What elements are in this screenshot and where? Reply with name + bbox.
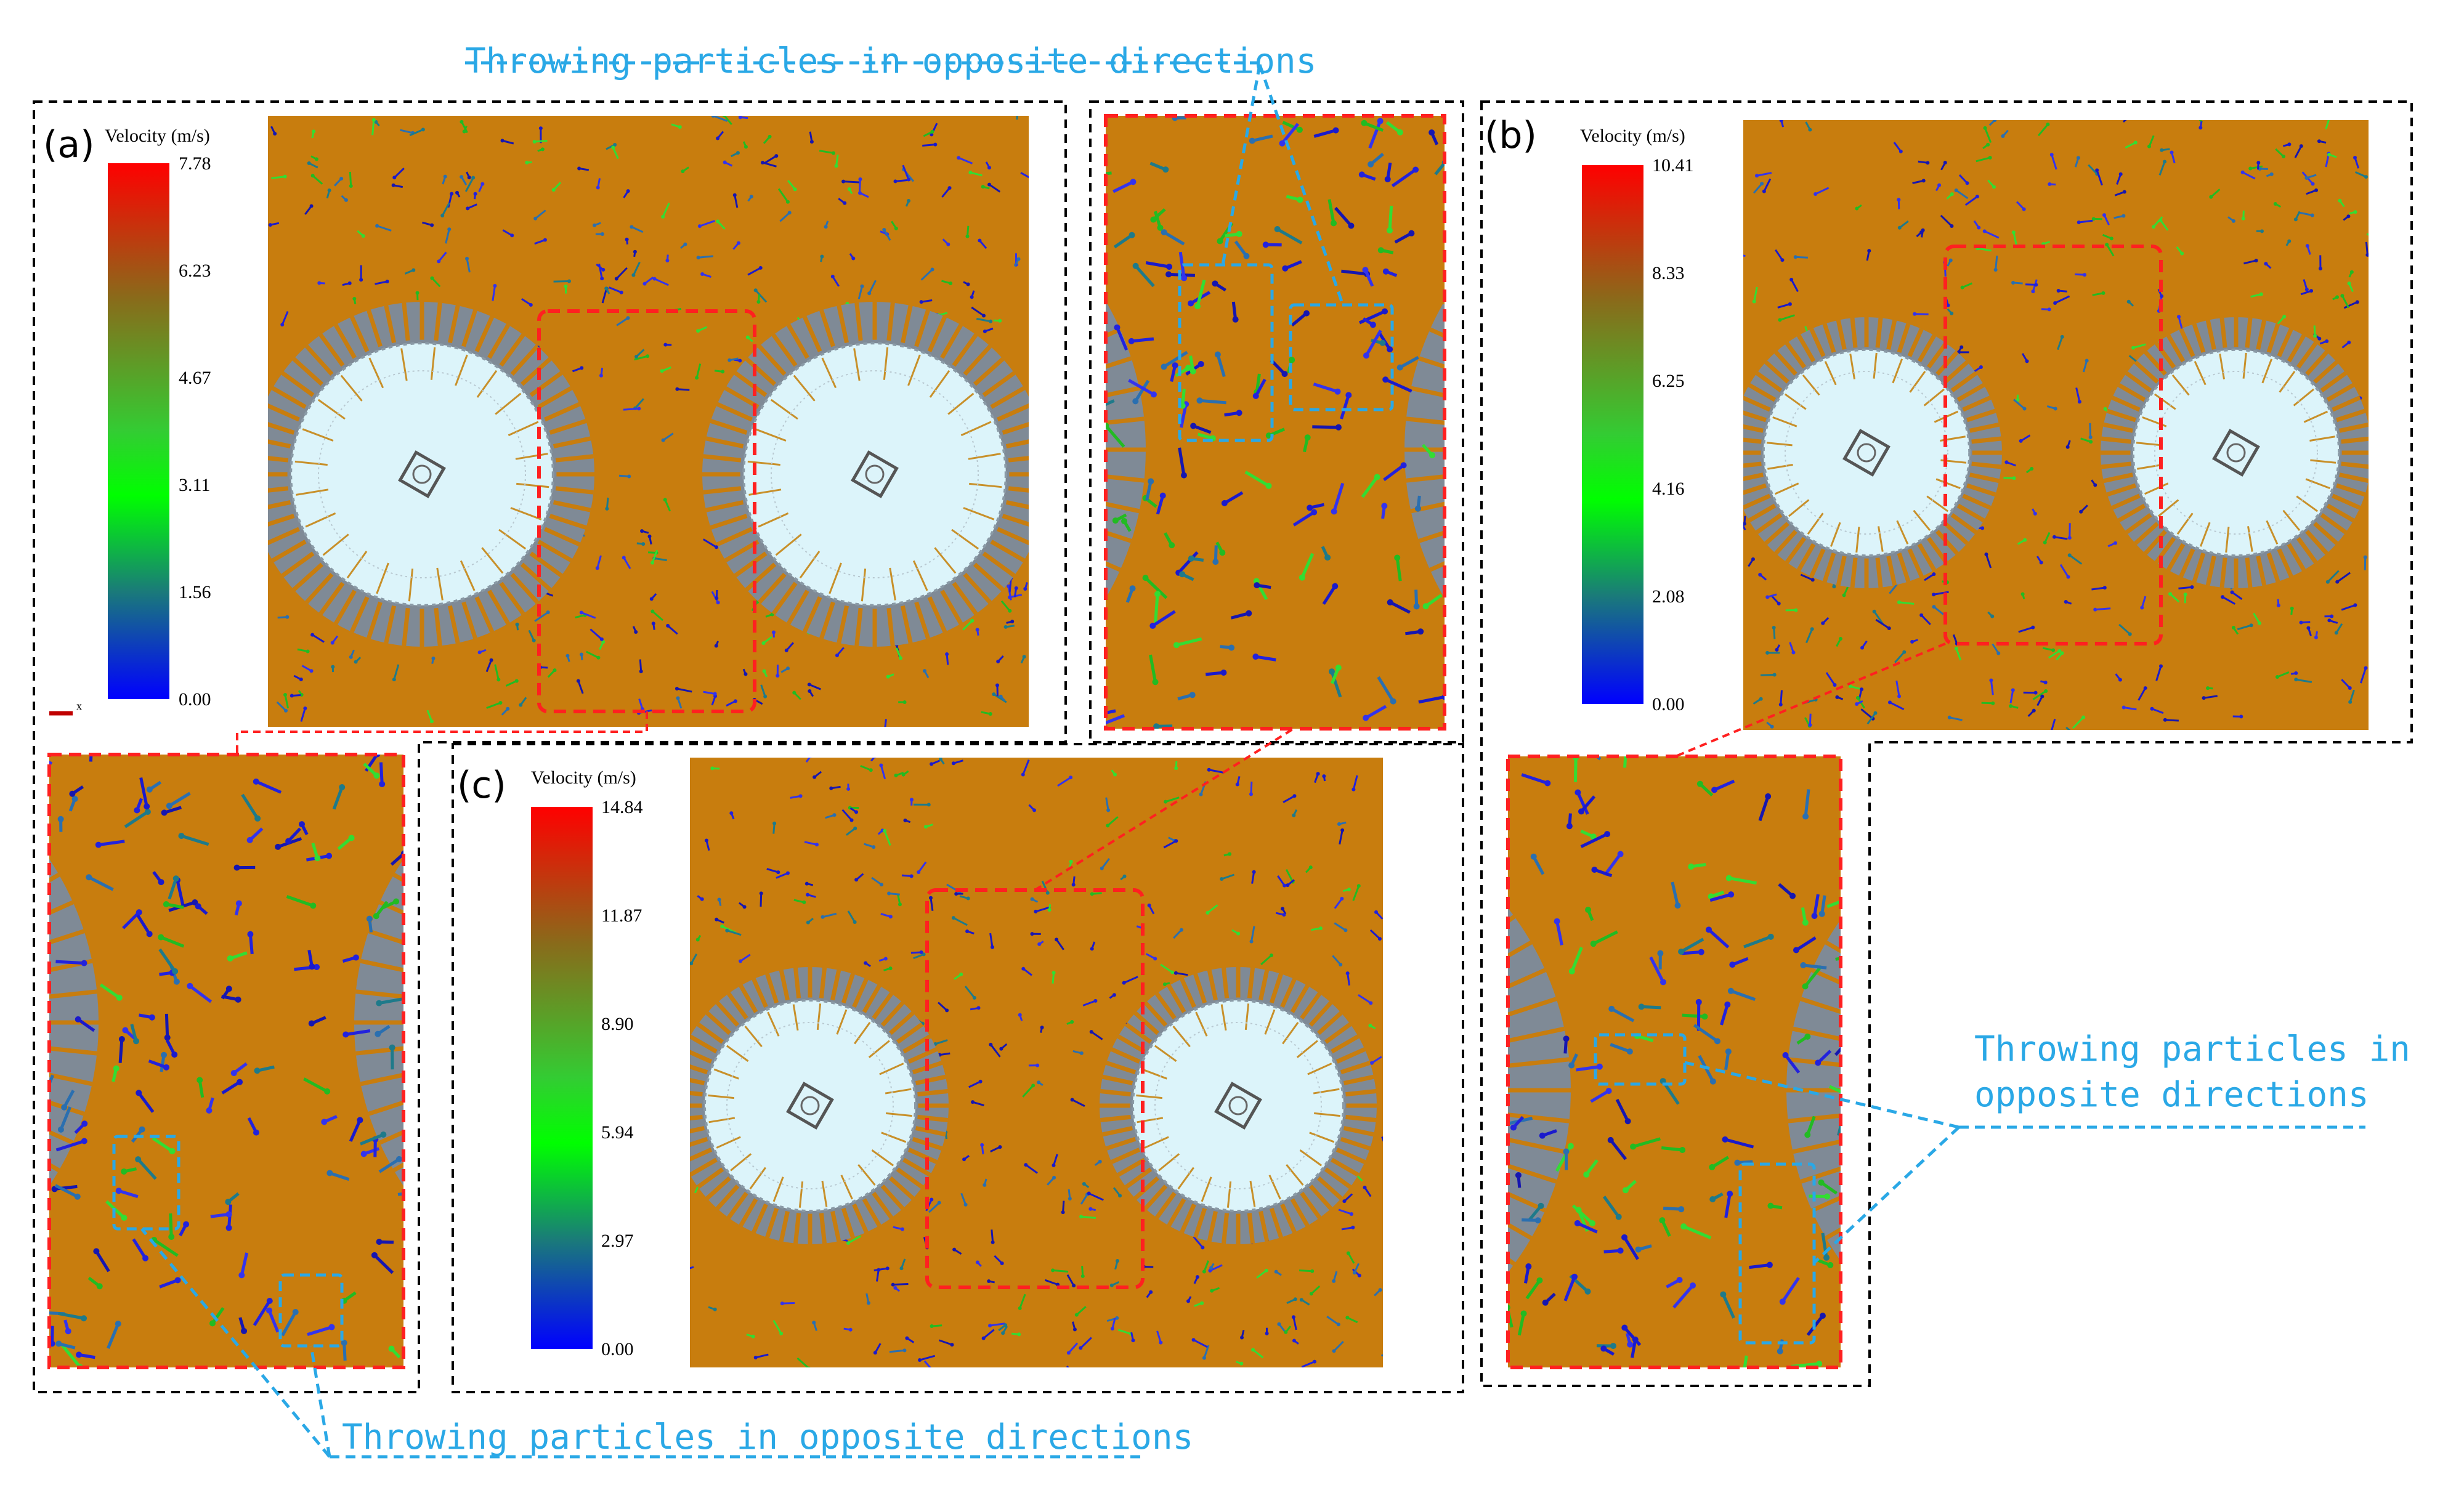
zoom-view-a [49, 755, 403, 1367]
colorbar-tick-label: 4.67 [179, 368, 211, 388]
callout-label: Throwing particles in opposite direction… [342, 1417, 1193, 1457]
drum [1508, 908, 1571, 1273]
colorbar-a: Velocity (m/s) 7.786.234.673.111.560.00 … [49, 126, 211, 716]
zoom-border-a [47, 753, 405, 1369]
drum [690, 967, 949, 1244]
highlight-regions [47, 114, 2163, 1369]
colorbar-tick-label: 14.84 [601, 797, 643, 817]
colorbar-gradient [108, 163, 169, 699]
colorbar-tick-label: 8.33 [1652, 263, 1685, 283]
drum [49, 859, 99, 1186]
colorbar-tick-label: 0.00 [1652, 694, 1685, 715]
colorbar-tick-label: 2.08 [1652, 586, 1685, 607]
callout-box [1178, 263, 1274, 442]
zoom-border-c [1104, 114, 1446, 731]
zoom-border-b [1506, 755, 1842, 1369]
zoom-view-b [1508, 756, 1841, 1367]
drum [1106, 301, 1146, 599]
simulation-view-b [1743, 120, 2369, 730]
connector-a [236, 711, 648, 755]
particle-velocity-vectors [1106, 116, 1445, 729]
colorbar-ticks: 7.78 6.23 4.67 3.11 1.56 0.00 [179, 153, 211, 710]
drum [1100, 967, 1377, 1244]
colorbar-tick-label: 3.11 [179, 475, 210, 495]
drum [268, 302, 594, 647]
panel-letter-c: (c) [457, 764, 506, 807]
colorbar-tick-label: 4.16 [1652, 479, 1685, 499]
colorbar-tick-label: 8.90 [601, 1014, 634, 1034]
colorbar-b: Velocity (m/s) 10.41 8.33 6.25 4.16 2.08 0.00 [1580, 126, 1694, 715]
colorbar-tick-label: 6.23 [179, 261, 211, 281]
colorbar-tick-label: 5.94 [601, 1122, 634, 1143]
callout-leader [1684, 1061, 2365, 1264]
callout-box [112, 1135, 180, 1231]
colorbar-title: Velocity (m/s) [531, 767, 636, 788]
colorbar-tick-label: 0.00 [179, 689, 211, 710]
callout-box [1738, 1162, 1816, 1345]
callout-leader [1221, 64, 1345, 306]
colorbar-tick-label: 2.97 [601, 1231, 634, 1251]
colorbar-gradient [531, 807, 593, 1349]
colorbar-tick-label: 7.78 [179, 153, 211, 174]
colorbar-title: Velocity (m/s) [105, 126, 210, 146]
callout-annotations [112, 61, 2365, 1459]
colorbar-ticks: 10.41 8.33 6.25 4.16 2.08 0.00 [1652, 155, 1694, 715]
frame-c [452, 743, 1464, 1393]
highlight-box-a [537, 309, 756, 713]
colorbar-tick-label: 1.56 [179, 582, 211, 602]
callout-leader [140, 1228, 331, 1458]
bed-background [1106, 116, 1445, 729]
axis-marker: x [76, 700, 82, 712]
callout-label: Throwing particles in [1974, 1029, 2410, 1069]
bed-background [49, 755, 403, 1367]
panel-letter-a: (a) [43, 123, 95, 166]
simulation-view-a [268, 116, 1029, 727]
drum [1743, 317, 2002, 588]
colorbar-tick-label: 10.41 [1652, 155, 1694, 176]
panel-frames [33, 100, 2413, 1393]
panel-letter-b: (b) [1485, 114, 1537, 157]
highlight-box-b [1943, 245, 2163, 646]
simulation-view-c [690, 758, 1383, 1367]
colorbar-title: Velocity (m/s) [1580, 126, 1685, 146]
drum [2101, 317, 2369, 588]
frame-mid-zoom [1089, 100, 1464, 743]
drum [702, 302, 1029, 647]
colorbar-c: Velocity (m/s) 14.84 11.87 8.90 5.94 2.97 0.0… [531, 767, 643, 1359]
callout-box [1594, 1033, 1687, 1086]
callout-box [1289, 303, 1394, 411]
colorbar-tick-label: 11.87 [601, 905, 642, 926]
colorbar-gradient [1582, 165, 1643, 704]
colorbar-tick-label: 0.00 [601, 1339, 634, 1359]
colorbar-tick-label: 6.25 [1652, 371, 1685, 391]
axis-triad: x [49, 700, 82, 716]
drum [354, 859, 403, 1186]
connector-c [1034, 727, 1295, 891]
colorbar-ticks: 14.84 11.87 8.90 5.94 2.97 0.00 [601, 797, 643, 1359]
particle-velocity-vectors [49, 755, 403, 1367]
callout-label: Throwing particles in opposite direction… [465, 41, 1316, 81]
callout-label: opposite directions [1974, 1075, 2369, 1115]
